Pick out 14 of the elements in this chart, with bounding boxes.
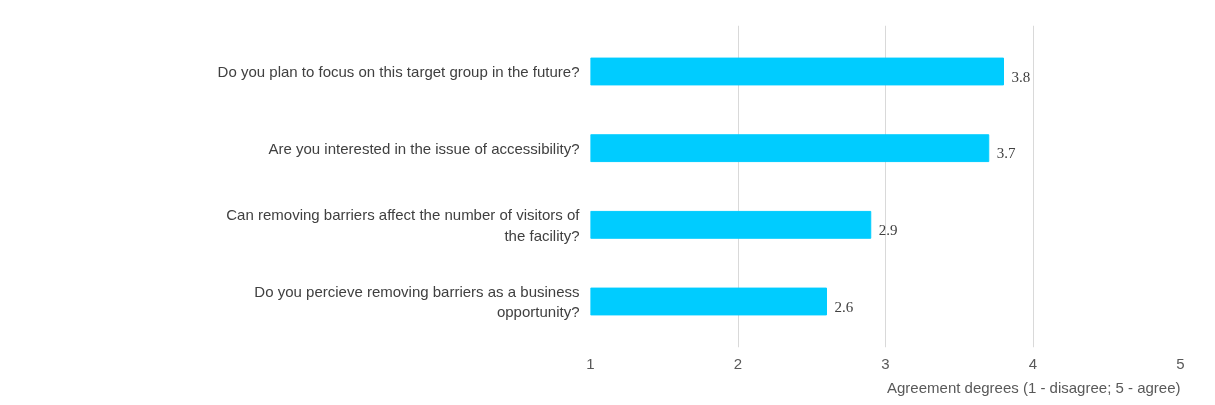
y-tick-label: Do you plan to focus on this target group in the future?: [217, 63, 580, 80]
y-tick-label: Do you percieve removing barriers as a business opportunity?: [254, 282, 580, 321]
data-label: 3.8: [1011, 68, 1031, 85]
data-label: 2.6: [834, 298, 854, 315]
data-label: 3.7: [996, 145, 1016, 162]
data-label: 2.9: [878, 221, 898, 238]
x-tick-label: 2: [733, 354, 743, 372]
x-axis-title: Agreement degrees (1 - disagree; 5 - agree): [887, 378, 1181, 396]
x-tick-label: 4: [1028, 354, 1038, 372]
x-tick-label: 5: [1176, 354, 1185, 372]
x-tick-label: 1: [586, 354, 595, 372]
x-tick-label: 3: [881, 354, 890, 372]
y-tick-label: Can removing barriers affect the number of visitors of the facility?: [226, 206, 581, 244]
y-tick-label: Are you interested in the issue of accessibility?: [268, 139, 580, 157]
